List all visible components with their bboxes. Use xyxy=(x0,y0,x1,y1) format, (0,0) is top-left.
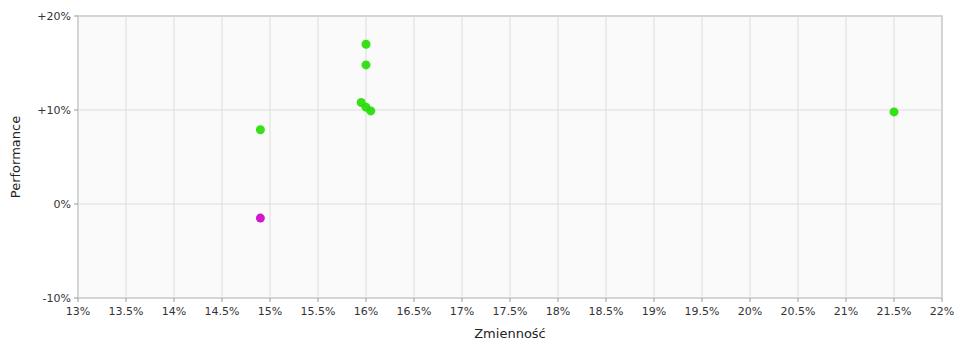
y-tick-label: +10% xyxy=(37,104,71,117)
x-tick-label: 16% xyxy=(354,305,378,318)
x-tick-label: 17% xyxy=(450,305,474,318)
x-grid-line xyxy=(318,16,319,298)
x-grid-line xyxy=(894,16,895,298)
grid xyxy=(78,16,942,298)
point xyxy=(362,60,371,69)
x-tick xyxy=(174,298,175,302)
x-tick xyxy=(222,298,223,302)
x-tick-label: 15.5% xyxy=(301,305,336,318)
y-tick xyxy=(74,110,78,111)
x-axis-label: Zmienność xyxy=(474,326,546,341)
chart: 13% 13.5% 14% 14.5% 15% 15.5% 16% 16.5% 17% 17.5%… xyxy=(0,0,966,350)
x-tick-label: 19% xyxy=(642,305,666,318)
series xyxy=(256,214,265,223)
x-tick-label: 20.5% xyxy=(781,305,816,318)
x-tick-label: 18.5% xyxy=(589,305,624,318)
x-grid-line xyxy=(510,16,511,298)
plot-area xyxy=(78,16,942,298)
x-tick-label: 18% xyxy=(546,305,570,318)
x-tick-label: 20% xyxy=(738,305,762,318)
axes: 13% 13.5% 14% 14.5% 15% 15.5% 16% 16.5% 17% 17.5%… xyxy=(37,10,954,318)
x-tick-label: 14% xyxy=(162,305,186,318)
x-tick xyxy=(846,298,847,302)
background xyxy=(0,0,966,350)
y-tick-label: 0% xyxy=(54,198,71,211)
x-tick xyxy=(942,298,943,302)
x-tick-label: 22% xyxy=(930,305,954,318)
x-tick-label: 16.5% xyxy=(397,305,432,318)
y-grid-line xyxy=(78,16,942,17)
y-grid-line xyxy=(78,110,942,111)
x-tick xyxy=(558,298,559,302)
y-tick-label: +20% xyxy=(37,10,71,23)
x-grid-line xyxy=(366,16,367,298)
x-tick xyxy=(750,298,751,302)
x-grid-line xyxy=(78,16,79,298)
series xyxy=(256,40,899,135)
x-grid-line xyxy=(606,16,607,298)
x-grid-line xyxy=(270,16,271,298)
y-tick xyxy=(74,16,78,17)
y-grid-line xyxy=(78,204,942,205)
x-grid-line xyxy=(702,16,703,298)
x-tick xyxy=(78,298,79,302)
x-tick xyxy=(702,298,703,302)
x-tick-label: 21% xyxy=(834,305,858,318)
x-tick-label: 13% xyxy=(66,305,90,318)
x-tick xyxy=(126,298,127,302)
point xyxy=(256,214,265,223)
x-tick xyxy=(318,298,319,302)
x-tick-label: 15% xyxy=(258,305,282,318)
x-grid-line xyxy=(654,16,655,298)
x-grid-line xyxy=(414,16,415,298)
x-tick-label: 19.5% xyxy=(685,305,720,318)
x-tick-label: 13.5% xyxy=(109,305,144,318)
x-tick xyxy=(894,298,895,302)
x-tick-label: 14.5% xyxy=(205,305,240,318)
x-tick xyxy=(654,298,655,302)
x-tick xyxy=(510,298,511,302)
x-grid-line xyxy=(942,16,943,298)
x-grid-line xyxy=(846,16,847,298)
x-tick xyxy=(414,298,415,302)
y-tick xyxy=(74,298,78,299)
point xyxy=(362,40,371,49)
x-grid-line xyxy=(798,16,799,298)
y-axis-label: Performance xyxy=(8,116,23,198)
x-grid-line xyxy=(126,16,127,298)
x-tick xyxy=(270,298,271,302)
y-tick xyxy=(74,204,78,205)
x-grid-line xyxy=(174,16,175,298)
y-tick-label: -10% xyxy=(43,292,71,305)
point xyxy=(256,125,265,134)
x-grid-line xyxy=(558,16,559,298)
x-tick xyxy=(606,298,607,302)
x-tick xyxy=(366,298,367,302)
x-grid-line xyxy=(222,16,223,298)
x-tick-label: 17.5% xyxy=(493,305,528,318)
x-tick-label: 21.5% xyxy=(877,305,912,318)
x-grid-line xyxy=(750,16,751,298)
x-tick xyxy=(798,298,799,302)
points xyxy=(256,40,899,223)
x-tick xyxy=(462,298,463,302)
point xyxy=(890,107,899,116)
point xyxy=(366,106,375,115)
x-grid-line xyxy=(462,16,463,298)
